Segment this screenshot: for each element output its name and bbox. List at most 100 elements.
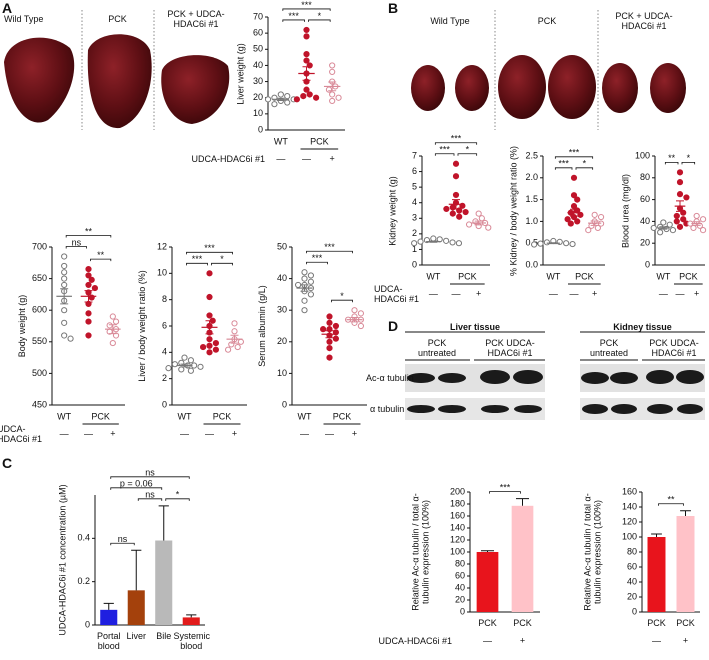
bar bbox=[182, 617, 200, 625]
sem-bar bbox=[474, 220, 483, 226]
significance-label: * bbox=[466, 145, 470, 155]
y-tick-label: 1 bbox=[412, 244, 417, 254]
significance-bracket bbox=[575, 167, 594, 170]
kidney-photo bbox=[650, 63, 686, 113]
significance-label: * bbox=[176, 490, 180, 500]
bar bbox=[676, 516, 695, 612]
y-tick-label: 40 bbox=[253, 60, 263, 70]
data-point bbox=[212, 340, 219, 347]
data-point bbox=[329, 68, 336, 75]
band bbox=[438, 373, 466, 383]
y-tick-label: 0 bbox=[258, 124, 263, 134]
data-point bbox=[455, 240, 463, 247]
data-point bbox=[478, 215, 485, 222]
error-bar bbox=[480, 550, 495, 552]
data-point bbox=[680, 216, 687, 223]
lane-label: PCK UDCA-HDAC6i #1 bbox=[485, 338, 535, 358]
data-point bbox=[225, 346, 232, 353]
y-tick-label: 140 bbox=[450, 522, 465, 532]
significance-bracket bbox=[65, 235, 112, 238]
data-point bbox=[537, 240, 544, 247]
treatment-mark: — bbox=[676, 288, 685, 298]
y-tick-label: 40 bbox=[640, 216, 650, 226]
y-tick-label: 30 bbox=[277, 305, 287, 315]
y-tick-label: 6 bbox=[412, 166, 417, 176]
y-axis-label: Liver weight (g) bbox=[235, 42, 245, 105]
treatment-mark: — bbox=[549, 288, 558, 298]
significance-bracket bbox=[65, 246, 87, 249]
y-tick-label: 10 bbox=[253, 108, 263, 118]
treatment-mark: + bbox=[592, 288, 597, 298]
y-tick-label: 2 bbox=[412, 228, 417, 238]
significance-label: *** bbox=[301, 0, 312, 10]
sem-bar bbox=[84, 290, 93, 303]
x-group-label: WT bbox=[426, 271, 440, 281]
treatment-label: UDCA-HDAC6i #1 bbox=[191, 154, 265, 164]
data-point bbox=[303, 86, 310, 93]
error-bar bbox=[651, 533, 662, 537]
error-bar bbox=[103, 602, 114, 610]
y-tick-label: 0.2 bbox=[77, 576, 90, 586]
significance-bracket bbox=[681, 161, 696, 165]
y-tick-label: 120 bbox=[622, 516, 637, 526]
x-group-label: PCK bbox=[91, 411, 110, 421]
treatment-mark: — bbox=[205, 428, 214, 438]
y-tick-label: 180 bbox=[450, 498, 465, 508]
significance-label: * bbox=[340, 291, 344, 301]
panel-label: D bbox=[388, 318, 399, 334]
photo-label: Wild Type bbox=[4, 14, 44, 24]
tissue-title: Liver tissue bbox=[449, 322, 501, 332]
data-point bbox=[237, 338, 244, 345]
significance-label: *** bbox=[324, 242, 335, 252]
data-point bbox=[462, 208, 469, 216]
significance-label: *** bbox=[558, 159, 569, 169]
y-tick-label: 100 bbox=[450, 546, 465, 556]
data-point bbox=[673, 212, 680, 220]
data-point bbox=[61, 262, 68, 270]
y-tick-label: 3 bbox=[412, 213, 417, 223]
y-tick-label: 20 bbox=[253, 92, 263, 102]
data-point bbox=[85, 310, 92, 317]
treatment-mark: — bbox=[180, 428, 189, 438]
data-point bbox=[277, 91, 284, 98]
band bbox=[676, 370, 704, 384]
significance-label: ** bbox=[97, 250, 105, 260]
y-tick-label: 700 bbox=[32, 241, 47, 251]
data-point bbox=[676, 191, 684, 198]
bar bbox=[100, 609, 118, 625]
data-point bbox=[231, 320, 238, 327]
photo-label: PCK + UDCA-HDAC6i #1 bbox=[167, 9, 225, 29]
significance-label: p = 0.06 bbox=[120, 479, 153, 489]
y-tick-label: 160 bbox=[450, 510, 465, 520]
significance-bracket bbox=[554, 156, 594, 159]
treatment-mark: — bbox=[659, 288, 668, 298]
y-tick-label: 8 bbox=[162, 294, 167, 304]
data-point bbox=[295, 281, 302, 289]
data-point bbox=[67, 335, 74, 342]
data-point bbox=[332, 335, 339, 342]
data-point bbox=[335, 94, 342, 101]
panel-label: A bbox=[2, 0, 13, 16]
y-tick-label: 0 bbox=[85, 619, 90, 629]
y-tick-label: 40 bbox=[277, 273, 287, 283]
y-axis-label: Body weight (g) bbox=[17, 294, 27, 358]
significance-label: * bbox=[318, 11, 322, 21]
treatment-mark: + bbox=[330, 153, 335, 163]
sem-bar bbox=[276, 97, 285, 101]
data-point bbox=[329, 97, 336, 105]
significance-bracket bbox=[186, 262, 208, 266]
treatment-mark: + bbox=[520, 635, 525, 645]
x-group-label: WT bbox=[178, 411, 192, 421]
data-point bbox=[449, 239, 456, 246]
y-tick-label: 0 bbox=[282, 399, 287, 409]
band bbox=[582, 404, 608, 414]
data-point bbox=[452, 191, 460, 199]
band bbox=[513, 370, 543, 384]
data-point bbox=[676, 169, 684, 176]
blot-bands bbox=[407, 370, 704, 414]
y-tick-label: 200 bbox=[450, 486, 465, 496]
y-tick-label: 20 bbox=[640, 238, 650, 248]
significance-bracket bbox=[306, 250, 353, 254]
data-point bbox=[234, 343, 241, 351]
